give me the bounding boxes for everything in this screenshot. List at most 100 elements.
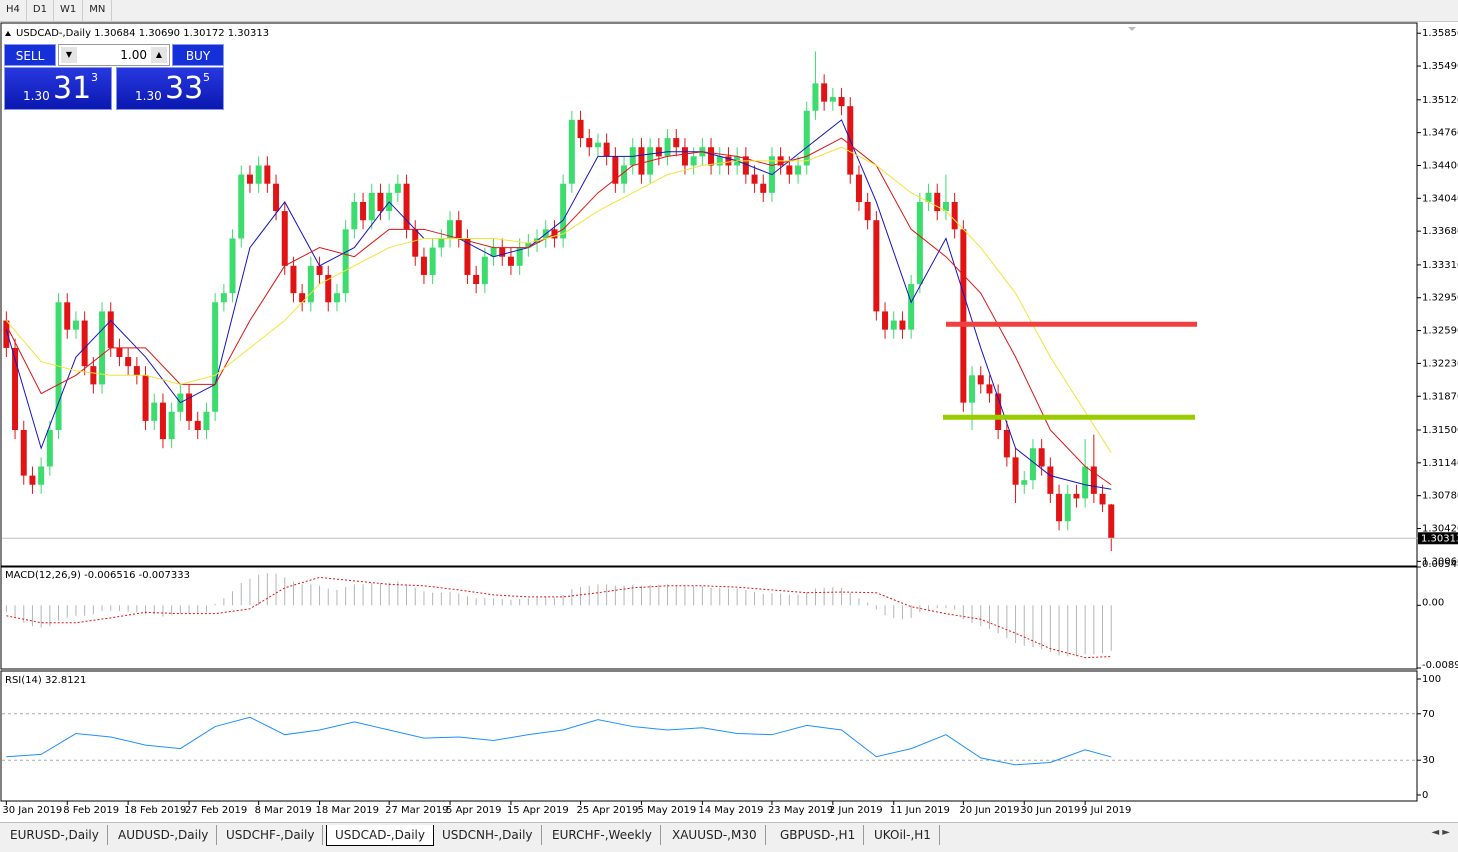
candle-body: [507, 256, 514, 266]
chart-window: USDCAD-,Daily 1.30684 1.30690 1.30172 1.…: [0, 22, 1458, 816]
candle-body: [925, 192, 932, 202]
y-tick-label: 1.35850: [1422, 28, 1458, 39]
candle-body: [882, 311, 889, 330]
macd-header: MACD(12,26,9) -0.006516 -0.007333: [5, 570, 190, 581]
chart-tab[interactable]: UKOil-,H1: [866, 825, 940, 845]
lots-box[interactable]: ▼ 1.00 ▲: [58, 44, 170, 66]
candle-body: [64, 302, 71, 330]
candle-body: [238, 174, 245, 239]
candle-body: [420, 256, 427, 275]
x-tick-label: 23 May 2019: [768, 805, 833, 816]
candle-body: [360, 201, 367, 221]
chart-tab[interactable]: XAUUSD-,M30: [664, 825, 766, 845]
chart-tab[interactable]: USDCAD-,Daily: [326, 825, 434, 846]
candle-body: [899, 320, 906, 330]
chart-tabs: ◄ ► EURUSD-,Daily AUDUSD-,Daily USDCHF-,Da…: [0, 822, 1458, 852]
candle-body: [273, 183, 280, 212]
candle-body: [1038, 448, 1045, 467]
chart-tab[interactable]: USDCHF-,Daily: [218, 825, 324, 845]
x-tick-label: 25 Apr 2019: [577, 805, 639, 816]
moving-average: [5, 119, 1112, 490]
timeframe-button[interactable]: H4: [0, 0, 27, 21]
y-tick-label: 1.30780: [1422, 491, 1458, 502]
candle-body: [212, 302, 219, 412]
candle-body: [908, 284, 915, 330]
candle-body: [525, 243, 532, 248]
candle-body: [159, 402, 166, 440]
candle-body: [786, 165, 793, 175]
lots-value[interactable]: 1.00: [120, 48, 147, 62]
candle-body: [516, 247, 523, 266]
x-tick-label: 18 Feb 2019: [124, 805, 186, 816]
candle-body: [934, 192, 941, 212]
candle-body: [594, 142, 601, 148]
y-tick-label: 1.34760: [1422, 128, 1458, 139]
chart-tab[interactable]: AUDUSD-,Daily: [110, 825, 218, 845]
chart-tab[interactable]: EURCHF-,Weekly: [544, 825, 661, 845]
candle-body: [255, 165, 262, 184]
rsi-line: [6, 716, 1112, 766]
candle-body: [473, 274, 480, 285]
candle-body: [107, 311, 114, 348]
x-tick-label: 9 Jul 2019: [1081, 805, 1131, 816]
buy-button[interactable]: BUY: [172, 44, 224, 66]
y-tick-label: 1.32950: [1422, 293, 1458, 304]
y-tick-label: 100: [1422, 674, 1441, 685]
candle-body: [864, 201, 871, 221]
candle-body: [46, 430, 53, 467]
candle-body: [873, 220, 880, 312]
bid-sup: 3: [91, 71, 98, 84]
current-price-box: [1418, 532, 1458, 545]
candle-body: [890, 320, 897, 330]
candle-body: [429, 247, 436, 275]
candle-body: [299, 293, 306, 303]
x-tick-label: 27 Feb 2019: [185, 805, 247, 816]
candle-body: [81, 320, 88, 367]
candle-body: [99, 311, 106, 385]
candle-body: [742, 156, 749, 175]
lots-up[interactable]: ▲: [151, 47, 167, 63]
y-tick-label: 1.31500: [1422, 425, 1458, 436]
timeframe-button[interactable]: MN: [83, 0, 113, 21]
sell-button[interactable]: SELL: [4, 44, 56, 66]
collapse-arrow: [5, 31, 11, 36]
ask-quote[interactable]: 1.30 33 5: [116, 67, 224, 110]
candle-body: [821, 83, 828, 102]
candle-body: [464, 238, 471, 275]
tab-scroll[interactable]: ◄ ►: [1431, 827, 1450, 838]
chart-tab[interactable]: GBPUSD-,H1: [772, 825, 865, 845]
chart-tab[interactable]: EURUSD-,Daily: [2, 825, 108, 845]
candle-body: [586, 138, 593, 148]
y-tick-label: 0.005484: [1422, 559, 1458, 570]
candle-body: [333, 293, 340, 303]
timeframe-toolbar: H4 D1 W1 MN: [0, 0, 1458, 22]
candle-body: [90, 366, 97, 385]
y-tick-label: 1.31140: [1422, 458, 1458, 469]
candle-body: [220, 293, 227, 303]
bid-quote[interactable]: 1.30 31 3: [4, 67, 112, 110]
price-header: USDCAD-,Daily 1.30684 1.30690 1.30172 1.…: [16, 28, 269, 39]
x-tick-label: 14 May 2019: [698, 805, 763, 816]
timeframe-button[interactable]: D1: [27, 0, 54, 21]
x-tick-label: 5 May 2019: [637, 805, 696, 816]
lots-down[interactable]: ▼: [61, 47, 77, 63]
candle-body: [325, 274, 332, 303]
candle-body: [125, 357, 132, 367]
bid-big: 31: [53, 71, 92, 106]
candle-body: [969, 375, 976, 403]
candle-body: [342, 229, 349, 294]
y-tick-label: 1.31870: [1422, 391, 1458, 402]
candle-body: [168, 411, 175, 440]
candle-body: [803, 110, 810, 166]
candle-body: [499, 247, 506, 257]
x-tick-label: 20 Jun 2019: [959, 805, 1019, 816]
x-tick-label: 18 Mar 2019: [316, 805, 379, 816]
chart-tab[interactable]: USDCNH-,Daily: [434, 825, 542, 845]
y-tick-label: 0.00: [1422, 597, 1444, 608]
candle-body: [1029, 448, 1036, 481]
candle-body: [725, 156, 732, 166]
x-tick-label: 11 Jun 2019: [890, 805, 950, 816]
x-tick-label: 8 Mar 2019: [255, 805, 312, 816]
timeframe-button[interactable]: W1: [54, 0, 84, 21]
candle-body: [612, 156, 619, 184]
